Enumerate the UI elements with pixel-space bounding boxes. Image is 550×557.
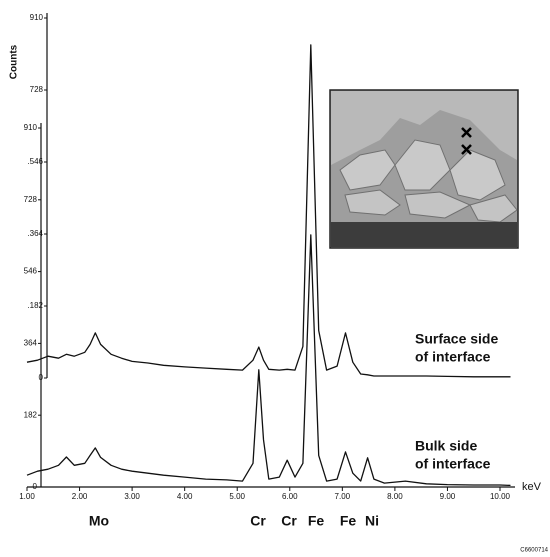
series-annotation: Bulk side <box>415 438 477 454</box>
x-tick-label: 8.00 <box>387 492 403 501</box>
y-tick-label: .546 <box>27 157 43 166</box>
series-annotation: of interface <box>415 349 491 365</box>
series-annotation: of interface <box>415 456 491 472</box>
series-annotation: Surface side <box>415 331 498 347</box>
peak-label: Ni <box>365 513 379 529</box>
x-tick-label: 1.00 <box>19 492 35 501</box>
y-tick-label: 728 <box>30 85 44 94</box>
peak-label: Fe <box>308 513 325 529</box>
y-tick-label: .182 <box>27 301 43 310</box>
peak-label: Cr <box>281 513 297 529</box>
y-tick-label: 546 <box>24 267 38 276</box>
x-tick-label: 6.00 <box>282 492 298 501</box>
y-tick-label: .364 <box>27 229 43 238</box>
figure-id: C6600714 <box>520 548 548 554</box>
x-tick-label: 10.00 <box>490 492 511 501</box>
x-tick-label: 3.00 <box>124 492 140 501</box>
peak-label: Fe <box>340 513 357 529</box>
x-tick-label: 4.00 <box>177 492 193 501</box>
y-tick-label: 910 <box>30 13 44 22</box>
peak-label: Cr <box>250 513 266 529</box>
x-tick-label: 7.00 <box>335 492 351 501</box>
y-axis-label: Counts <box>9 44 20 79</box>
y-tick-label: 0 <box>33 482 38 491</box>
x-tick-label: 5.00 <box>229 492 245 501</box>
y-tick-label: 0 <box>39 373 44 382</box>
x-tick-label: 2.00 <box>72 492 88 501</box>
peak-label: Mo <box>89 513 109 529</box>
y-tick-label: 364 <box>24 339 38 348</box>
y-tick-label: 910 <box>24 123 38 132</box>
y-tick-label: 728 <box>24 195 38 204</box>
x-axis-label: keV <box>522 481 542 493</box>
spectrum-line <box>26 234 511 487</box>
x-tick-label: 9.00 <box>440 492 456 501</box>
y-tick-label: 182 <box>24 410 38 419</box>
inset-micrograph <box>329 89 519 249</box>
spectrum-line <box>26 44 511 378</box>
